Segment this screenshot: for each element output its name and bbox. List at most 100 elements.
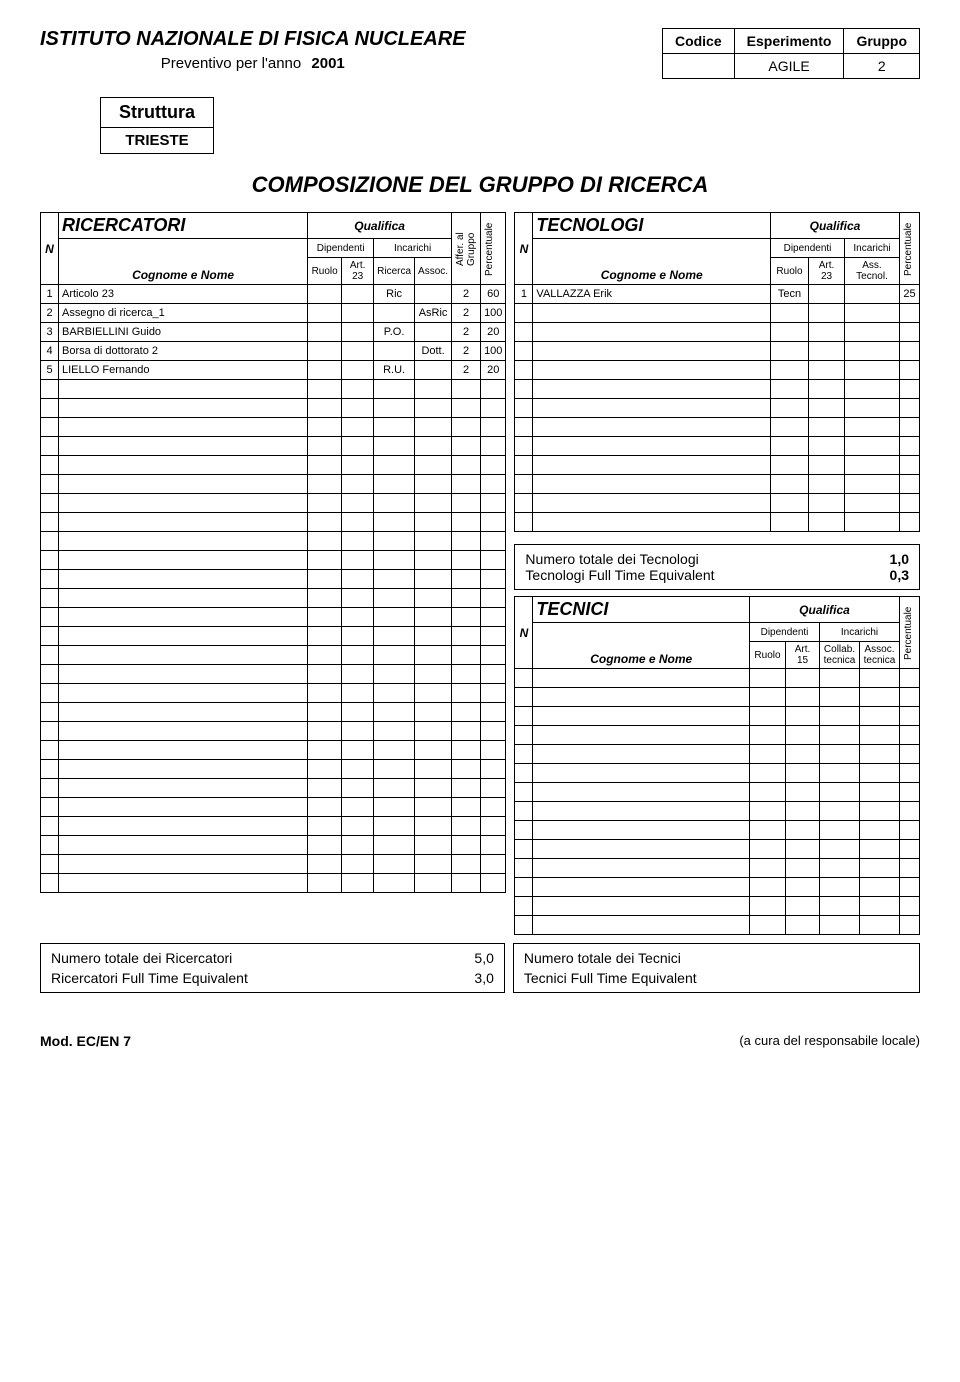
cell <box>820 821 860 840</box>
perc-label: Percentuale <box>903 217 914 281</box>
cell <box>374 532 415 551</box>
cell <box>41 532 59 551</box>
cell <box>533 840 750 859</box>
cell <box>415 836 452 855</box>
cell <box>820 859 860 878</box>
cell <box>452 456 481 475</box>
cell <box>820 726 860 745</box>
cell <box>786 688 820 707</box>
cell <box>59 779 308 798</box>
cell <box>809 285 845 304</box>
cell <box>750 916 786 935</box>
cell <box>415 589 452 608</box>
cell <box>481 779 506 798</box>
table-row <box>41 646 506 665</box>
cell <box>750 707 786 726</box>
cell <box>809 418 845 437</box>
cell <box>860 726 900 745</box>
cell <box>452 836 481 855</box>
cell <box>342 608 374 627</box>
cell <box>308 817 342 836</box>
cell <box>515 897 533 916</box>
cell <box>342 760 374 779</box>
cell <box>481 608 506 627</box>
ruolo-label: Ruolo <box>750 642 786 669</box>
cell <box>845 437 900 456</box>
cell <box>845 494 900 513</box>
dip-label: Dipendenti <box>771 239 845 258</box>
cell: Borsa di dottorato 2 <box>59 342 308 361</box>
page-title: COMPOSIZIONE DEL GRUPPO DI RICERCA <box>40 172 920 198</box>
cell <box>452 551 481 570</box>
cell <box>481 532 506 551</box>
cell <box>515 878 533 897</box>
assoc-tec-label: Assoc. tecnica <box>860 642 900 669</box>
cell <box>481 741 506 760</box>
cell <box>771 494 809 513</box>
cell <box>515 513 533 532</box>
table-row <box>515 840 920 859</box>
cell <box>415 380 452 399</box>
cell <box>374 646 415 665</box>
table-row <box>515 688 920 707</box>
cell <box>342 722 374 741</box>
cell <box>786 669 820 688</box>
cell <box>515 342 533 361</box>
cell <box>342 418 374 437</box>
cell <box>308 760 342 779</box>
cell <box>59 475 308 494</box>
table-row <box>41 418 506 437</box>
tecno-sum-v2: 0,3 <box>890 567 909 583</box>
cell: 1 <box>515 285 533 304</box>
table-row <box>41 399 506 418</box>
cell <box>374 779 415 798</box>
cell <box>415 608 452 627</box>
dip-label: Dipendenti <box>308 239 374 258</box>
ruolo-label: Ruolo <box>771 258 809 285</box>
table-row <box>41 570 506 589</box>
cell <box>41 399 59 418</box>
ric-sum-v2: 3,0 <box>474 970 493 986</box>
cell <box>374 570 415 589</box>
table-row: 4Borsa di dottorato 2Dott.2100 <box>41 342 506 361</box>
cell <box>41 665 59 684</box>
perc-label: Percentuale <box>484 217 495 281</box>
cell <box>481 760 506 779</box>
ricercatori-summary: Numero totale dei Ricercatori Ricercator… <box>40 943 505 993</box>
cell <box>820 802 860 821</box>
table-row <box>41 703 506 722</box>
ric-sum-l2: Ricercatori Full Time Equivalent <box>51 970 248 986</box>
cell <box>342 874 374 893</box>
cell <box>900 745 920 764</box>
cell <box>59 456 308 475</box>
cell <box>515 821 533 840</box>
cell <box>452 722 481 741</box>
cell <box>342 380 374 399</box>
cell: Articolo 23 <box>59 285 308 304</box>
tecno-sum-l1: Numero totale dei Tecnologi <box>525 551 714 567</box>
cell <box>59 646 308 665</box>
cognome-label: Cognome e Nome <box>59 239 308 285</box>
cell: Dott. <box>415 342 452 361</box>
table-row <box>41 779 506 798</box>
cell <box>900 475 920 494</box>
table-row <box>515 821 920 840</box>
cell <box>452 608 481 627</box>
cell <box>415 684 452 703</box>
cell <box>41 817 59 836</box>
table-row <box>515 304 920 323</box>
struttura-box: Struttura TRIESTE <box>100 97 214 154</box>
cell <box>374 874 415 893</box>
info-box: Codice Esperimento Gruppo AGILE 2 <box>662 28 920 79</box>
cell <box>481 456 506 475</box>
table-row <box>515 669 920 688</box>
cell <box>308 456 342 475</box>
cell <box>59 855 308 874</box>
cell <box>786 840 820 859</box>
cell <box>515 456 533 475</box>
cell <box>533 513 771 532</box>
cell <box>308 703 342 722</box>
cell <box>308 380 342 399</box>
cell <box>374 855 415 874</box>
cell <box>308 665 342 684</box>
